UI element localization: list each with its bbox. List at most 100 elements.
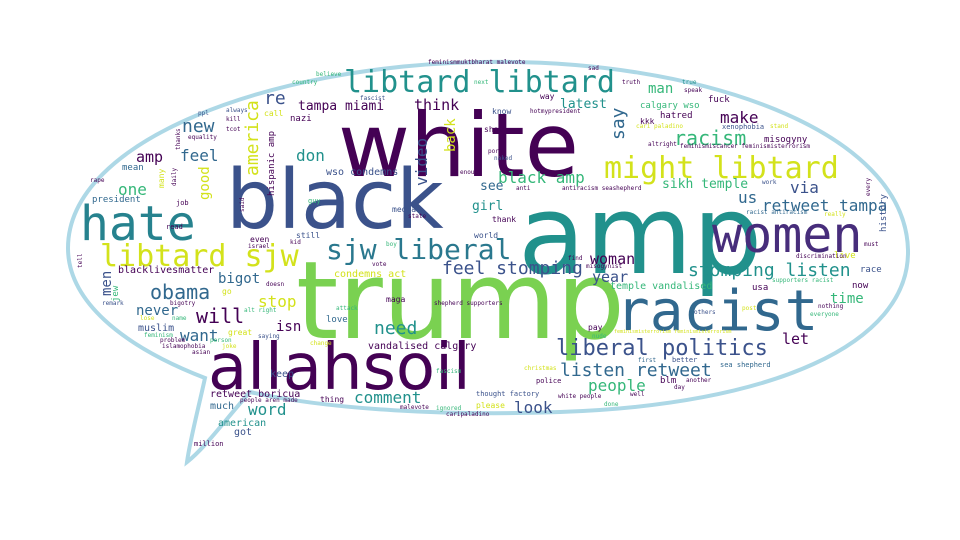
- word-problem: problem: [160, 337, 186, 344]
- word-temple-vandalised: temple vandalised: [610, 281, 713, 292]
- word-nothing: nothing: [818, 303, 844, 310]
- word-police: police: [536, 377, 562, 385]
- word-one: one: [118, 180, 147, 199]
- word-jew: jew: [111, 285, 121, 302]
- word-saying: saying: [258, 333, 280, 340]
- word-never: never: [136, 303, 179, 319]
- word-kid: kid: [290, 239, 301, 246]
- word-back: back: [443, 118, 459, 152]
- word-new: new: [182, 116, 215, 137]
- word-libtard-sjw: libtard sjw: [100, 239, 299, 274]
- word-want: want: [180, 326, 219, 345]
- word-retweet-boricua: retweet boricua: [210, 389, 301, 400]
- word-isn: isn: [276, 319, 302, 335]
- word-malevote: malevote: [400, 404, 429, 411]
- word-vandalised-calgary: vandalised calgary: [368, 341, 477, 352]
- word-world: world: [474, 231, 499, 240]
- word-cari-paladino: cari paladino: [636, 123, 683, 130]
- word-great: great: [228, 328, 253, 337]
- word-equality: equality: [188, 134, 217, 141]
- word-caripaladino: caripaladino: [446, 411, 490, 418]
- word-white: white: [338, 94, 579, 197]
- word-tcot: tcot: [226, 126, 241, 133]
- word-work: work: [762, 179, 777, 186]
- word-country: country: [292, 79, 318, 86]
- word-people-aren-made: people aren made: [240, 397, 298, 404]
- word-speak: speak: [684, 87, 703, 94]
- word-show: show: [484, 125, 504, 134]
- word-calgary-wso: calgary wso: [640, 101, 700, 111]
- word-really: really: [824, 211, 846, 218]
- word-every: every: [865, 177, 872, 196]
- word-please: please: [476, 401, 505, 410]
- word-fascism: fascism: [436, 368, 462, 375]
- word-believe: believe: [316, 71, 342, 78]
- word-trump: trump: [296, 239, 625, 364]
- word-women: women: [712, 206, 863, 264]
- word-thing: thing: [320, 395, 345, 404]
- word-better: better: [672, 356, 698, 364]
- word-sjw-liberal: sjw liberal: [326, 233, 512, 266]
- word-look: look: [514, 398, 553, 417]
- word-video: video: [412, 137, 431, 186]
- word-remark: remark: [102, 300, 124, 307]
- word-year: year: [592, 268, 629, 286]
- word-many: many: [157, 168, 166, 188]
- word-keep: keep: [270, 369, 295, 380]
- word-feel: feel: [180, 146, 219, 165]
- word-next: next: [474, 79, 489, 86]
- word-lose: lose: [140, 315, 155, 322]
- word-sikh-temple: sikh temple: [662, 177, 749, 192]
- word-doesn: doesn: [266, 281, 285, 288]
- word-ppl: ppl: [198, 110, 209, 117]
- word-race: race: [860, 265, 882, 275]
- word-nazi: nazi: [290, 114, 312, 124]
- word-amp: amp: [518, 171, 763, 299]
- word-woman: woman: [590, 250, 636, 268]
- word-call: call: [264, 109, 284, 118]
- word-condemns-act: condemns act: [334, 269, 407, 280]
- word-see: see: [480, 179, 504, 194]
- word-done: done: [604, 401, 619, 408]
- word-day: day: [674, 384, 685, 391]
- word-nude: nude: [592, 333, 607, 340]
- word-million: million: [194, 440, 224, 448]
- word-way: way: [540, 92, 555, 101]
- word-tampa-miami: tampa miami: [298, 99, 385, 114]
- word-supporters-racist: supporters racist: [772, 277, 834, 284]
- word-tell: tell: [77, 253, 84, 268]
- word-true: true: [682, 79, 697, 86]
- word-fuck: fuck: [708, 95, 730, 105]
- word-good: good: [197, 166, 213, 200]
- word-porn: porn: [488, 148, 503, 155]
- word-find: find: [568, 255, 583, 262]
- word-feminismiscancer-feminismisterrorism: feminismiscancer feminismisterrorism: [680, 143, 811, 150]
- word-bigotry: bigotry: [170, 300, 196, 307]
- word-got: got: [234, 427, 253, 438]
- word-amp-small: amp: [136, 148, 164, 166]
- word-others: others: [694, 309, 716, 316]
- word-think: think: [414, 96, 460, 114]
- word-alt-right: alt right: [244, 307, 277, 314]
- word-said: said: [239, 197, 246, 212]
- word-misogyny: misogyny: [764, 135, 808, 145]
- word-love: love: [326, 315, 348, 325]
- word-america: america: [242, 100, 263, 176]
- word-ignored: ignored: [436, 405, 462, 412]
- word-change: change: [310, 340, 332, 347]
- word-shepherd-supporters: shepherd supporters: [434, 300, 503, 307]
- word-mean: mean: [122, 163, 144, 173]
- word-stop: stop: [258, 292, 297, 311]
- word-first: first: [638, 357, 657, 364]
- word-listen-retweet: listen retweet: [560, 360, 712, 381]
- word-bigot: bigot: [218, 271, 261, 287]
- word-guy: guy: [308, 197, 321, 205]
- word-live: live: [834, 251, 856, 261]
- word-thank: thank: [492, 215, 517, 224]
- word-state: state: [408, 213, 427, 220]
- word-people: people: [588, 376, 646, 395]
- word-boy: boy: [386, 241, 397, 248]
- word-vote: vote: [372, 261, 387, 268]
- word-comment: comment: [354, 388, 422, 407]
